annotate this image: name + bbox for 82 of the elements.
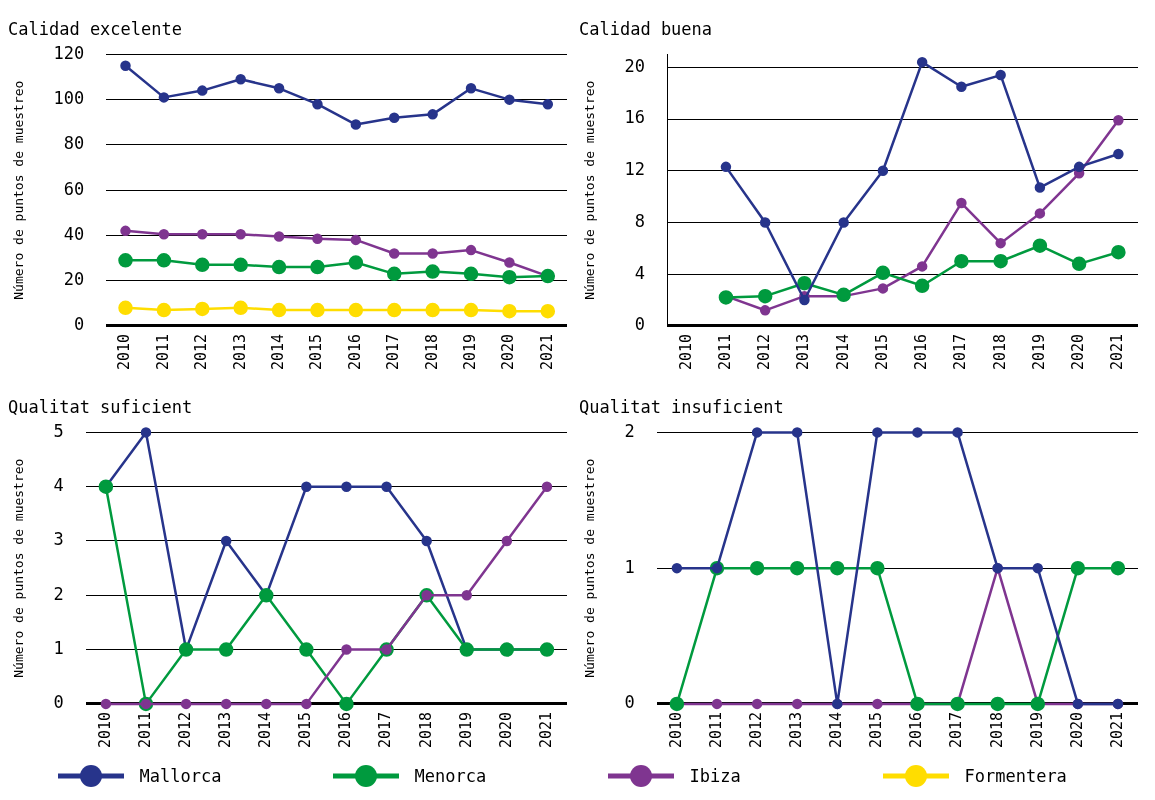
y-tick-label: 2 [53,583,64,604]
y-tick-label: 0 [634,314,646,335]
y-axis-title: Número de puntos de muestreo [582,458,598,678]
x-tick-label: 2021 [536,711,555,748]
x-tick-label: 2015 [296,711,315,748]
x-tick-label: 2018 [422,333,441,370]
y-tick-label: 0 [74,314,85,335]
y-tick-label: 120 [53,42,85,63]
y-axis-title: Número de puntos de muestreo [11,458,27,678]
x-tick-label: 2012 [746,711,765,748]
y-tick-label: 0 [53,692,64,713]
y-tick-label: 20 [63,269,85,290]
chart-title: Calidad buena [579,18,713,39]
x-tick-label: 2021 [1108,333,1127,370]
x-tick-label: 2016 [345,333,364,370]
x-tick-label: 2010 [676,333,695,370]
x-tick-label: 2019 [1029,333,1048,370]
y-tick-label: 60 [63,178,85,199]
x-tick-label: 2016 [336,711,355,748]
y-tick-label: 16 [624,107,646,128]
x-tick-label: 2010 [95,711,114,748]
y-tick-label: 2 [624,420,635,441]
y-tick-label: 8 [634,210,646,231]
x-tick-label: 2021 [1107,711,1126,748]
x-tick-label: 2011 [706,711,725,748]
x-tick-label: 2020 [496,711,515,748]
x-tick-label: 2013 [216,711,235,748]
x-tick-label: 2012 [175,711,194,748]
x-tick-label: 2017 [947,711,966,748]
x-tick-label: 2019 [456,711,475,748]
y-tick-label: 12 [624,159,646,180]
y-tick-label: 4 [53,475,64,496]
x-tick-label: 2014 [268,333,287,370]
x-tick-label: 2013 [794,333,813,370]
x-tick-label: 2021 [537,333,556,370]
legend-label: Formentera [964,766,1067,786]
x-tick-label: 2017 [376,711,395,748]
x-tick-label: 2012 [755,333,774,370]
y-tick-label: 20 [624,55,646,76]
x-tick-label: 2015 [867,711,886,748]
y-tick-label: 0 [624,692,635,713]
legend-label: Mallorca [139,766,222,786]
y-tick-label: 1 [624,556,635,577]
y-tick-label: 3 [53,529,64,550]
x-tick-label: 2015 [872,333,891,370]
x-tick-label: 2019 [460,333,479,370]
x-tick-label: 2018 [990,333,1009,370]
y-tick-label: 1 [53,638,64,658]
x-tick-label: 2013 [230,333,249,370]
legend-label: Menorca [414,766,487,786]
x-tick-label: 2020 [1069,333,1088,370]
x-tick-label: 2016 [907,711,926,748]
y-tick-label: 80 [63,133,85,154]
chart-title: Calidad excelente [8,18,182,39]
x-tick-label: 2011 [153,333,172,370]
x-tick-label: 2017 [384,333,403,370]
x-tick-label: 2011 [135,711,154,748]
chart-title: Qualitat suficient [8,396,193,417]
y-tick-label: 100 [53,88,85,109]
x-tick-label: 2017 [951,333,970,370]
y-axis-title: Número de puntos de muestreo [582,80,598,300]
x-tick-label: 2011 [715,333,734,370]
y-tick-label: 4 [634,262,646,283]
x-tick-label: 2014 [833,333,852,370]
y-tick-label: 5 [53,420,64,441]
x-tick-label: 2014 [827,711,846,748]
x-tick-label: 2018 [416,711,435,748]
x-tick-label: 2013 [787,711,806,748]
y-tick-label: 40 [63,223,85,244]
x-tick-label: 2020 [1067,711,1086,748]
x-tick-label: 2016 [912,333,931,370]
x-tick-label: 2018 [987,711,1006,748]
x-tick-label: 2010 [666,711,685,748]
x-tick-label: 2010 [115,333,134,370]
x-tick-label: 2015 [307,333,326,370]
y-axis-title: Número de puntos de muestreo [11,80,27,300]
legend-label: Ibiza [689,766,741,786]
x-tick-label: 2019 [1027,711,1046,748]
x-tick-label: 2012 [192,333,211,370]
chart-title: Qualitat insuficient [579,396,784,417]
x-tick-label: 2014 [256,711,275,748]
x-tick-label: 2020 [499,333,518,370]
